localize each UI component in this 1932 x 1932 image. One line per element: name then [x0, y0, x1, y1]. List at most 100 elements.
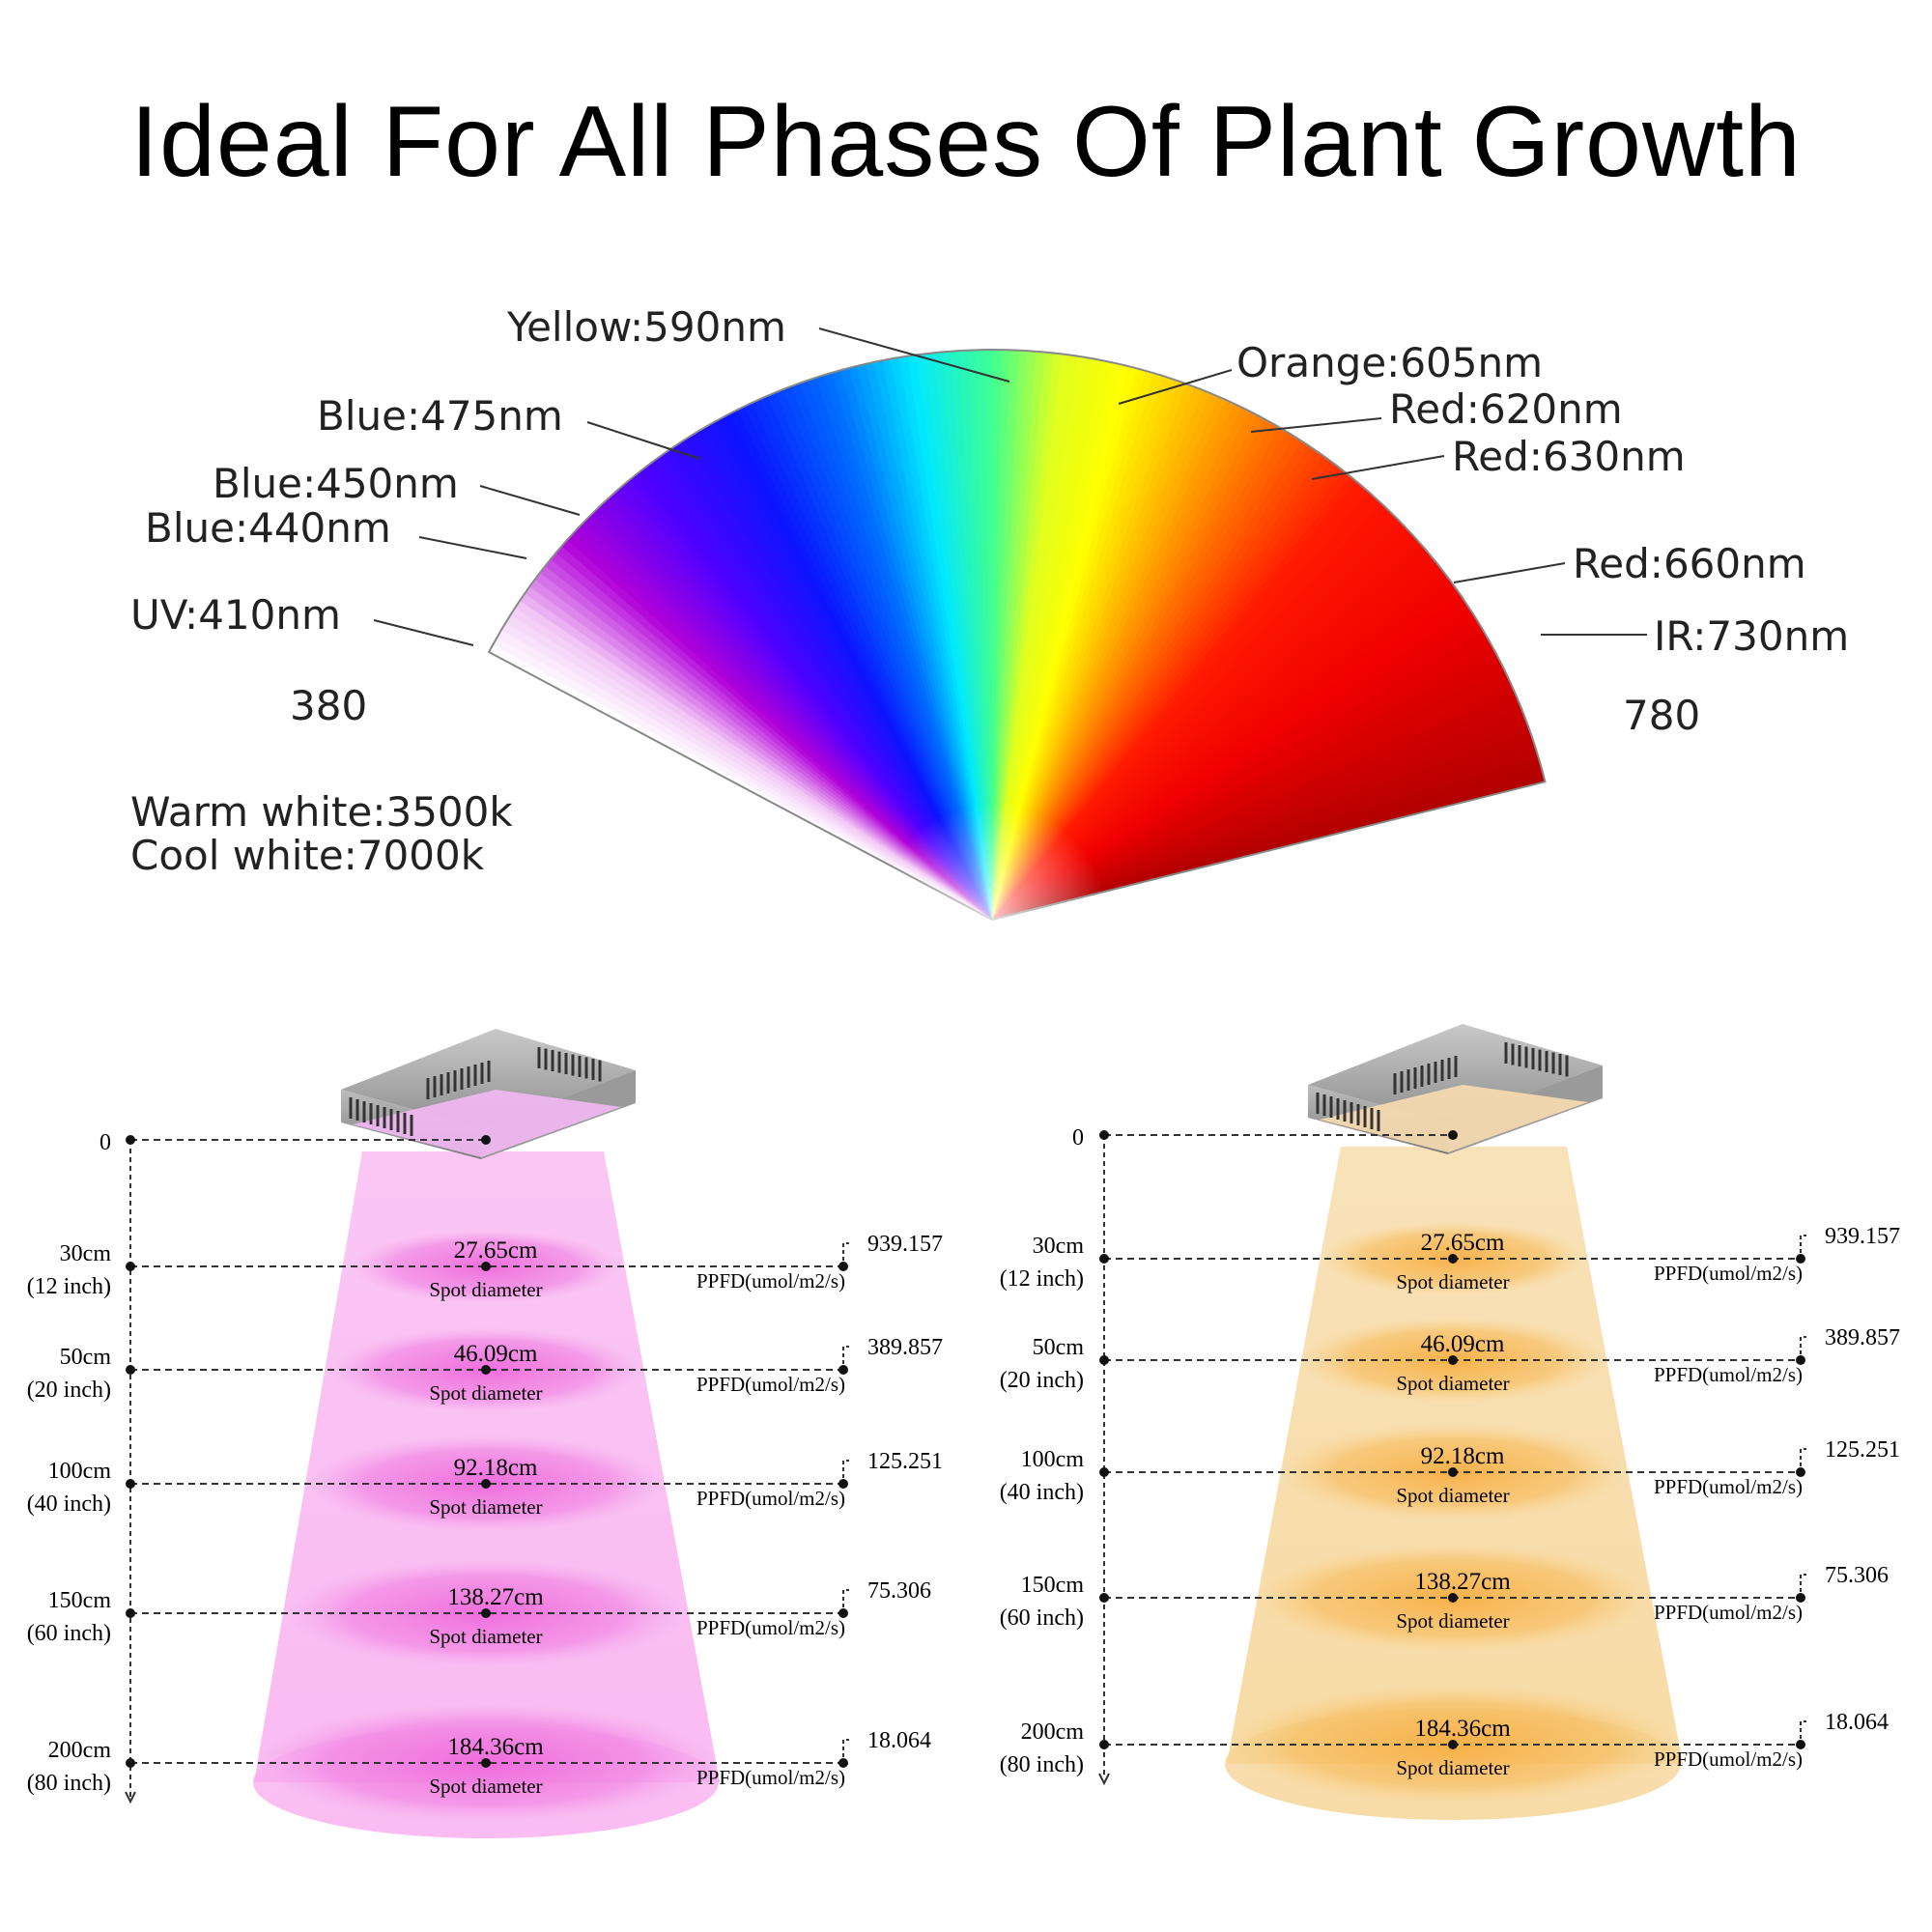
axis-dot: [1099, 1355, 1109, 1365]
ppfd-unit-label: PPFD(umol/m2/s): [1654, 1601, 1803, 1624]
spectrum-leader-line: [1118, 369, 1233, 405]
spot-diameter-value: 184.36cm: [447, 1734, 544, 1760]
spectrum-leader-line: [1311, 455, 1445, 480]
ppfd-unit-label: PPFD(umol/m2/s): [696, 1373, 845, 1396]
center-dot: [481, 1608, 491, 1618]
ppfd-dot: [1796, 1355, 1805, 1365]
height-cm-label: 200cm: [48, 1738, 112, 1763]
spectrum-start-label: 380: [290, 682, 368, 729]
ppfd-value: 18.064: [867, 1728, 931, 1753]
ppfd-bracket: [1800, 1574, 1806, 1592]
spectrum-label: Blue:440nm: [145, 504, 391, 552]
spectrum-label: Yellow:590nm: [507, 303, 786, 351]
ppfd-dot: [1796, 1740, 1805, 1749]
spectrum-label: Blue:450nm: [213, 460, 459, 507]
spot-diameter-value: 184.36cm: [1414, 1716, 1511, 1742]
height-zero-label: 0: [99, 1130, 111, 1155]
axis-dot: [1099, 1593, 1109, 1603]
ppfd-unit-label: PPFD(umol/m2/s): [1654, 1262, 1803, 1285]
spot-diameter-label: Spot diameter: [429, 1775, 542, 1798]
height-inch-label: (80 inch): [1000, 1752, 1084, 1777]
spectrum-leader-line: [586, 421, 701, 460]
ppfd-unit-label: PPFD(umol/m2/s): [696, 1487, 845, 1510]
ppfd-bracket: [842, 1460, 849, 1478]
height-inch-label: (80 inch): [27, 1771, 111, 1796]
ppfd-dot: [838, 1758, 848, 1768]
light-diagram-amber: 0 30cm (12 inch) 27.65cm Spot diameter 939.15…: [1000, 1024, 1900, 1820]
cool-white-label: Cool white:7000k: [130, 832, 485, 879]
height-cm-label: 50cm: [60, 1345, 112, 1370]
axis-dot: [126, 1365, 135, 1375]
ppfd-dot: [838, 1608, 848, 1618]
center-dot: [1448, 1355, 1458, 1365]
ppfd-unit-label: PPFD(umol/m2/s): [696, 1616, 845, 1639]
center-dot: [1448, 1254, 1458, 1264]
ppfd-bracket: [842, 1739, 849, 1757]
white-temperature-info: Warm white:3500k Cool white:7000k: [130, 790, 513, 877]
axis-dot: [1099, 1740, 1109, 1749]
spot-diameter-label: Spot diameter: [1396, 1372, 1509, 1395]
height-cm-label: 200cm: [1021, 1719, 1085, 1745]
height-inch-label: (12 inch): [27, 1274, 111, 1299]
ppfd-unit-label: PPFD(umol/m2/s): [1654, 1475, 1803, 1498]
ppfd-dot: [1796, 1593, 1805, 1603]
height-inch-label: (60 inch): [1000, 1605, 1084, 1631]
spectrum-label: Orange:605nm: [1236, 339, 1544, 386]
ppfd-dot: [1796, 1254, 1805, 1264]
spectrum-leader-line: [818, 327, 1010, 383]
spot-diameter-value: 27.65cm: [1421, 1230, 1505, 1256]
axis-dot: [126, 1262, 135, 1271]
axis-dot: [1099, 1467, 1109, 1477]
spot-diameter-label: Spot diameter: [429, 1278, 542, 1301]
spectrum-label: Blue:475nm: [317, 392, 563, 440]
ppfd-value: 389.857: [867, 1335, 943, 1360]
spot-diameter-label: Spot diameter: [429, 1625, 542, 1648]
axis-dot: [126, 1135, 135, 1145]
light-diagram-pink: 0 30cm (12 inch) 27.65cm Spot diameter 939.15…: [27, 1029, 943, 1838]
spot-diameter-label: Spot diameter: [1396, 1609, 1509, 1633]
spectrum-leader-line: [479, 485, 581, 516]
ppfd-unit-label: PPFD(umol/m2/s): [1654, 1747, 1803, 1771]
ppfd-unit-label: PPFD(umol/m2/s): [696, 1269, 845, 1293]
axis-dot: [126, 1479, 135, 1489]
spot-diameter-value: 138.27cm: [1414, 1569, 1511, 1595]
spectrum-leader-line: [373, 619, 474, 646]
ppfd-unit-label: PPFD(umol/m2/s): [696, 1766, 845, 1789]
spot-diameter-value: 27.65cm: [454, 1237, 538, 1264]
height-cm-label: 100cm: [1021, 1447, 1085, 1472]
height-cm-label: 150cm: [1021, 1573, 1085, 1598]
spot-diameter-value: 92.18cm: [1421, 1443, 1505, 1469]
center-dot: [481, 1758, 491, 1768]
axis-dot: [126, 1758, 135, 1768]
height-inch-label: (40 inch): [27, 1492, 111, 1517]
ppfd-value: 125.251: [1825, 1437, 1900, 1463]
ppfd-bracket: [1800, 1235, 1806, 1253]
axis-arrow: [1098, 1773, 1110, 1786]
ppfd-value: 18.064: [1825, 1710, 1889, 1735]
spectrum-label: IR:730nm: [1654, 612, 1850, 660]
center-dot: [1448, 1740, 1458, 1749]
page-title: Ideal For All Phases Of Plant Growth: [130, 86, 1802, 198]
ppfd-bracket: [842, 1346, 849, 1364]
warm-white-label: Warm white:3500k: [130, 788, 513, 836]
spectrum-label: UV:410nm: [130, 591, 341, 639]
ppfd-value: 939.157: [1825, 1224, 1900, 1249]
center-dot: [1448, 1467, 1458, 1477]
spot-diameter-value: 138.27cm: [447, 1584, 544, 1610]
spectrum-label: Red:630nm: [1452, 433, 1686, 480]
spot-diameter-label: Spot diameter: [429, 1381, 542, 1405]
ppfd-dot: [838, 1262, 848, 1271]
spectrum-leader-line: [1453, 562, 1566, 583]
ppfd-value: 125.251: [867, 1449, 943, 1474]
center-dot: [1448, 1130, 1458, 1140]
spectrum-end-label: 780: [1623, 692, 1701, 739]
center-dot: [481, 1262, 491, 1271]
spot-diameter-value: 46.09cm: [454, 1341, 538, 1367]
spectrum-label: Red:620nm: [1389, 385, 1623, 433]
height-inch-label: (12 inch): [1000, 1266, 1084, 1292]
ppfd-dot: [838, 1365, 848, 1375]
center-dot: [1448, 1593, 1458, 1603]
spectrum-leader-line: [1250, 417, 1382, 433]
ppfd-unit-label: PPFD(umol/m2/s): [1654, 1363, 1803, 1386]
